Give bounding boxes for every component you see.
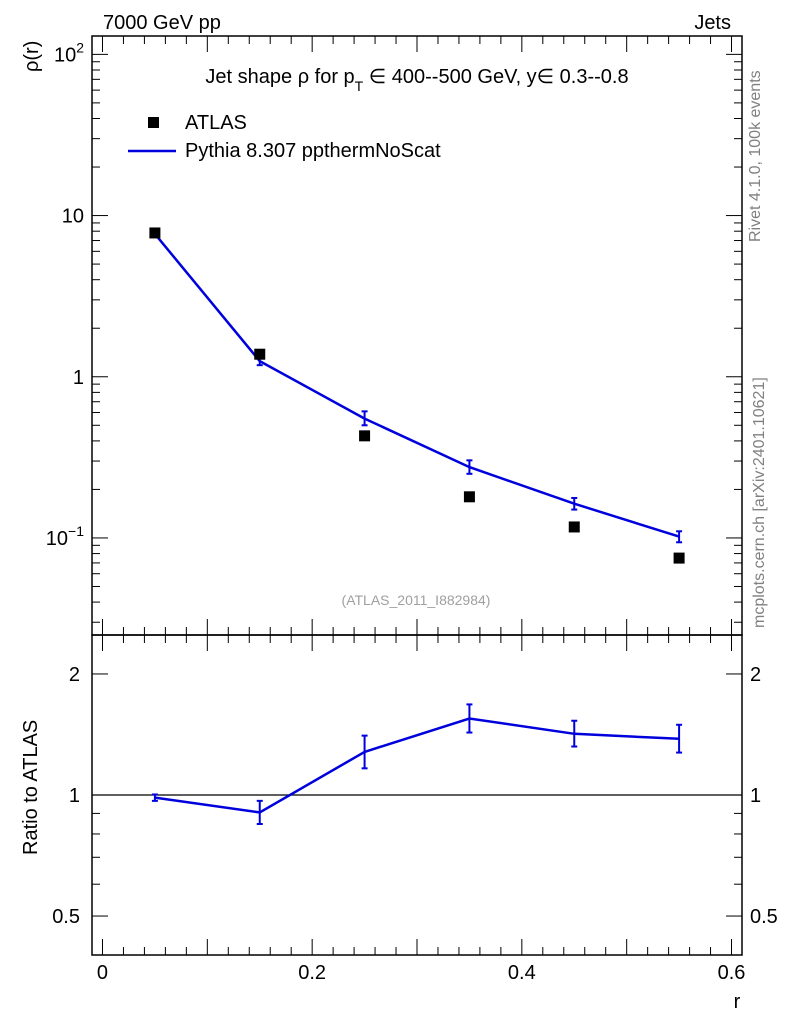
legend: ATLAS Pythia 8.307 ppthermNoScat [128, 112, 441, 162]
ratio-xtick-label: 0.6 [718, 962, 746, 984]
ratio-axis-ticks: 0 0.2 0.4 0.6 0.5 0.5 1 1 2 2 [52, 635, 778, 984]
main-series-layer [149, 227, 685, 564]
ratio-xtick-label: 0.2 [298, 962, 326, 984]
ratio-ytick-label: 0.5 [52, 906, 80, 928]
header-right: Jets [694, 12, 731, 34]
ratio-xlabel: r [734, 991, 741, 1013]
ratio-series-layer [151, 703, 683, 825]
main-ytick-label: 10−1 [46, 523, 84, 550]
plot-title: Jet shape ρ for pT ∈ 400--500 GeV, y∈ 0.… [205, 66, 628, 94]
legend-pythia-label: Pythia 8.307 ppthermNoScat [185, 140, 441, 162]
atlas-data-point [359, 430, 371, 442]
atlas-data-point [568, 521, 580, 533]
title-pre: Jet shape [205, 66, 297, 88]
ratio-ytick-label-right: 2 [750, 664, 761, 686]
title-sub: T [355, 78, 364, 94]
ratio-curve [154, 717, 680, 814]
analysis-watermark: (ATLAS_2011_I882984) [342, 592, 491, 608]
atlas-data-point [254, 348, 266, 360]
main-ytick-label: 102 [54, 39, 84, 66]
title-post: ∈ 400--500 GeV, y∈ 0.3--0.8 [363, 66, 628, 88]
ratio-ytick-label: 2 [69, 664, 80, 686]
main-ytick-label: 1 [73, 367, 84, 389]
atlas-data-point [149, 227, 161, 239]
ratio-xtick-label: 0.4 [508, 962, 536, 984]
title-rho: ρ [298, 66, 309, 88]
atlas-data-point [673, 552, 685, 564]
main-axis-ticks: 102 10 1 10−1 [46, 36, 742, 635]
legend-atlas-marker [148, 117, 159, 128]
legend-atlas-label: ATLAS [185, 112, 247, 134]
mcplots-label: mcplots.cern.ch [arXiv:2401.10621] [751, 377, 768, 628]
ratio-ytick-label-right: 1 [750, 785, 761, 807]
pythia-curve [153, 233, 680, 538]
ratio-ytick-label: 1 [69, 785, 80, 807]
ratio-xtick-label: 0 [97, 962, 108, 984]
title-mid: for p [309, 66, 355, 88]
ratio-ytick-label-right: 0.5 [750, 906, 778, 928]
rivet-version-label: Rivet 4.1.0, 100k events [747, 70, 764, 242]
header-left: 7000 GeV pp [103, 12, 221, 34]
main-ylabel: ρ(r) [21, 41, 43, 72]
ratio-ylabel: Ratio to ATLAS [20, 720, 42, 855]
main-ytick-label: 10 [62, 206, 84, 228]
atlas-data-point [463, 491, 475, 503]
